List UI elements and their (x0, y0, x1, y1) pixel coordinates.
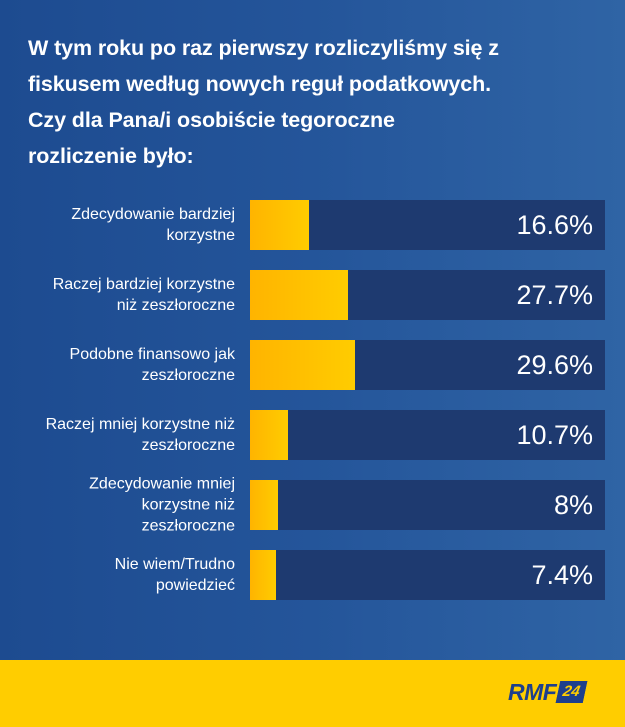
bar-label: Zdecydowanie mniej korzystne niż zeszłoroc… (5, 474, 235, 537)
bar-label-line: Raczej bardziej korzystne (52, 276, 235, 293)
chart-title: W tym roku po raz pierwszy rozliczyliśmy… (28, 30, 618, 174)
bar-row: Zdecydowanie mniej korzystne niż zeszłoroc… (0, 476, 625, 535)
bar-fill (250, 410, 288, 460)
bar-row: Nie wiem/Trudno powiedzieć 7.4% (0, 550, 625, 600)
logo-text: RMF (508, 679, 557, 705)
bar-fill (250, 340, 355, 390)
footer-band (0, 660, 625, 727)
bar-fill (250, 480, 278, 530)
bar-label: Raczej mniej korzystne niż zeszłoroczne (5, 414, 235, 456)
rmf24-logo: RMF 24 (508, 679, 588, 705)
bar-track: 29.6% (250, 340, 605, 390)
bar-label-line: Zdecydowanie bardziej (71, 206, 235, 223)
bar-label-line: Nie wiem/Trudno (114, 556, 235, 573)
bar-label: Raczej bardziej korzystne niż zeszłoroczn… (5, 274, 235, 316)
bar-fill (250, 200, 309, 250)
bar-value: 29.6% (516, 350, 593, 380)
bar-label-line: Raczej mniej korzystne niż (45, 416, 235, 433)
bar-row: Raczej bardziej korzystne niż zeszłoroczn… (0, 270, 625, 320)
bar-track: 16.6% (250, 200, 605, 250)
bar-row: Podobne finansowo jak zeszłoroczne 29.6% (0, 340, 625, 390)
bar-fill (250, 270, 348, 320)
bar-label-line: Zdecydowanie mniej (89, 475, 235, 493)
title-line: Czy dla Pana/i osobiście tegoroczne (28, 108, 395, 132)
bar-value: 10.7% (516, 420, 593, 450)
bar-track: 8% (250, 480, 605, 530)
bar-track: 7.4% (250, 550, 605, 600)
bar-value: 16.6% (516, 210, 593, 240)
bar-label-line: zeszłoroczne (141, 517, 235, 535)
bar-row: Raczej mniej korzystne niż zeszłoroczne 10… (0, 410, 625, 460)
title-line: W tym roku po raz pierwszy rozliczyliśmy… (28, 36, 499, 60)
bar-label-line: powiedzieć (155, 577, 235, 594)
bar-label-line: korzystne (166, 227, 235, 244)
bar-row: Zdecydowanie bardziej korzystne 16.6% (0, 200, 625, 250)
bar-label-line: zeszłoroczne (141, 437, 235, 454)
bar-fill (250, 550, 276, 600)
bar-value: 7.4% (531, 560, 593, 590)
bar-track: 10.7% (250, 410, 605, 460)
bar-label-line: zeszłoroczne (141, 367, 235, 384)
title-line: fiskusem według nowych reguł podatkowych… (28, 72, 492, 96)
title-line: rozliczenie było: (28, 144, 194, 168)
bar-value: 27.7% (516, 280, 593, 310)
bar-label-line: niż zeszłoroczne (116, 297, 235, 314)
bar-label-line: korzystne niż (141, 496, 235, 514)
bar-label: Podobne finansowo jak zeszłoroczne (5, 344, 235, 386)
bar-label: Zdecydowanie bardziej korzystne (5, 204, 235, 246)
logo-badge: 24 (555, 681, 588, 703)
bar-value: 8% (553, 490, 593, 520)
bar-label: Nie wiem/Trudno powiedzieć (5, 554, 235, 596)
bar-track: 27.7% (250, 270, 605, 320)
bar-label-line: Podobne finansowo jak (69, 346, 235, 363)
